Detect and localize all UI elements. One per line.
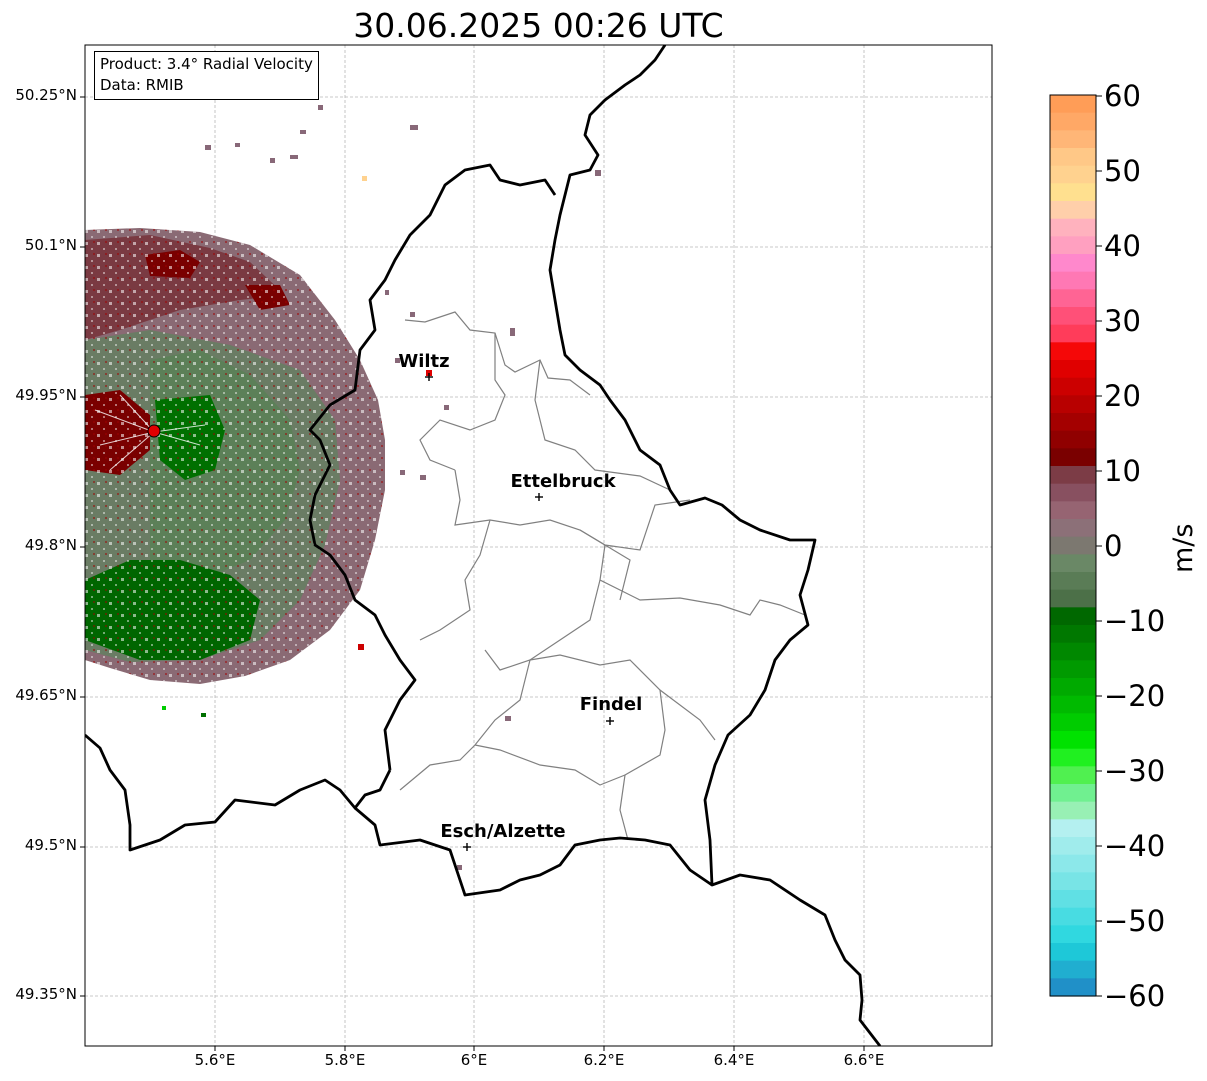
- axis-ticks: [80, 96, 865, 1051]
- colorbar-band: [1050, 837, 1096, 856]
- colorbar-band: [1050, 678, 1096, 697]
- colorbar-band: [1050, 978, 1096, 997]
- colorbar-band: [1050, 890, 1096, 909]
- colorbar-tick-label: −10: [1104, 604, 1166, 638]
- city-marker-wiltz: [425, 373, 433, 381]
- colorbar-band: [1050, 183, 1096, 202]
- colorbar-band: [1050, 307, 1096, 326]
- colorbar-band: [1050, 395, 1096, 414]
- colorbar-tick-label: −20: [1104, 679, 1166, 713]
- colorbar-band: [1050, 748, 1096, 767]
- colorbar-band: [1050, 501, 1096, 520]
- colorbar-band: [1050, 466, 1096, 485]
- colorbar-band: [1050, 324, 1096, 343]
- colorbar-band: [1050, 289, 1096, 308]
- colorbar-band: [1050, 572, 1096, 591]
- lat-label: 50.1°N: [24, 236, 77, 254]
- colorbar-tick-label: −60: [1104, 979, 1166, 1013]
- lon-label: 5.6°E: [194, 1051, 236, 1069]
- colorbar-tick-label: −30: [1104, 754, 1166, 788]
- colorbar-tick-label: 50: [1104, 154, 1141, 188]
- product-label: Product: 3.4° Radial Velocity: [100, 55, 313, 73]
- lon-label: 6.2°E: [583, 1051, 625, 1069]
- colorbar-band: [1050, 536, 1096, 555]
- colorbar-band: [1050, 960, 1096, 979]
- colorbar-band: [1050, 731, 1096, 750]
- colorbar-band: [1050, 377, 1096, 396]
- colorbar-band: [1050, 872, 1096, 891]
- colorbar-band: [1050, 95, 1096, 114]
- colorbar-unit-label: m/s: [1168, 523, 1199, 573]
- colorbar-band: [1050, 554, 1096, 573]
- city-marker-ettelbruck: [535, 493, 543, 501]
- colorbar-ticks: [1096, 95, 1102, 997]
- colorbar-band: [1050, 201, 1096, 220]
- colorbar-tick-label: 40: [1104, 229, 1141, 263]
- product-info-box: Product: 3.4° Radial Velocity Data: RMIB: [94, 51, 319, 100]
- colorbar-band: [1050, 519, 1096, 538]
- colorbar-band: [1050, 801, 1096, 820]
- lat-label: 49.5°N: [24, 836, 77, 854]
- colorbar-band: [1050, 148, 1096, 167]
- colorbar-tick-label: 20: [1104, 379, 1141, 413]
- commune-boundaries: [399, 311, 806, 841]
- colorbar-band: [1050, 271, 1096, 290]
- colorbar-band: [1050, 589, 1096, 608]
- city-label-wiltz: Wiltz: [398, 351, 450, 372]
- colorbar-band: [1050, 766, 1096, 785]
- colorbar-band: [1050, 112, 1096, 131]
- colorbar-band: [1050, 925, 1096, 944]
- lon-label: 6.6°E: [843, 1051, 885, 1069]
- lon-label: 5.8°E: [324, 1051, 366, 1069]
- colorbar-tick-label: −40: [1104, 829, 1166, 863]
- city-label-esch-alzette: Esch/Alzette: [440, 821, 566, 842]
- lat-label: 49.95°N: [15, 386, 77, 404]
- colorbar-band: [1050, 642, 1096, 661]
- colorbar-band: [1050, 236, 1096, 255]
- colorbar-band: [1050, 448, 1096, 467]
- colorbar-band: [1050, 625, 1096, 644]
- colorbar-tick-label: 10: [1104, 454, 1141, 488]
- city-label-findel: Findel: [579, 694, 643, 715]
- colorbar-band: [1050, 218, 1096, 237]
- lon-label: 6°E: [460, 1051, 488, 1069]
- colorbar-band: [1050, 695, 1096, 714]
- city-marker-findel: [606, 717, 614, 725]
- colorbar-band: [1050, 130, 1096, 149]
- colorbar-band: [1050, 819, 1096, 838]
- colorbar-tick-label: 60: [1104, 79, 1141, 113]
- country-borders: [85, 45, 882, 1046]
- city-markers: [425, 373, 614, 851]
- colorbar-band: [1050, 483, 1096, 502]
- colorbar-band: [1050, 342, 1096, 361]
- colorbar-tick-label: −50: [1104, 904, 1166, 938]
- map-title: 30.06.2025 00:26 UTC: [353, 6, 724, 45]
- city-label-ettelbruck: Ettelbruck: [510, 471, 616, 492]
- lat-label: 49.8°N: [24, 536, 77, 554]
- colorbar-band: [1050, 413, 1096, 432]
- colorbar-band: [1050, 360, 1096, 379]
- colorbar-tick-label: 0: [1104, 529, 1123, 563]
- lat-label: 49.35°N: [15, 985, 77, 1003]
- data-source-label: Data: RMIB: [100, 76, 184, 94]
- colorbar-band: [1050, 943, 1096, 962]
- colorbar-band: [1050, 165, 1096, 184]
- city-marker-esch: [463, 843, 471, 851]
- radar-echo: [85, 105, 601, 870]
- colorbar-band: [1050, 430, 1096, 449]
- colorbar-band: [1050, 254, 1096, 273]
- colorbar-band: [1050, 607, 1096, 626]
- colorbar: [1050, 95, 1096, 997]
- lon-label: 6.4°E: [713, 1051, 755, 1069]
- colorbar-band: [1050, 784, 1096, 803]
- lat-label: 49.65°N: [15, 686, 77, 704]
- colorbar-band: [1050, 713, 1096, 732]
- colorbar-tick-label: 30: [1104, 304, 1141, 338]
- colorbar-band: [1050, 854, 1096, 873]
- colorbar-band: [1050, 907, 1096, 926]
- colorbar-band: [1050, 660, 1096, 679]
- lat-label: 50.25°N: [15, 86, 77, 104]
- plot-frame: [84, 44, 993, 1047]
